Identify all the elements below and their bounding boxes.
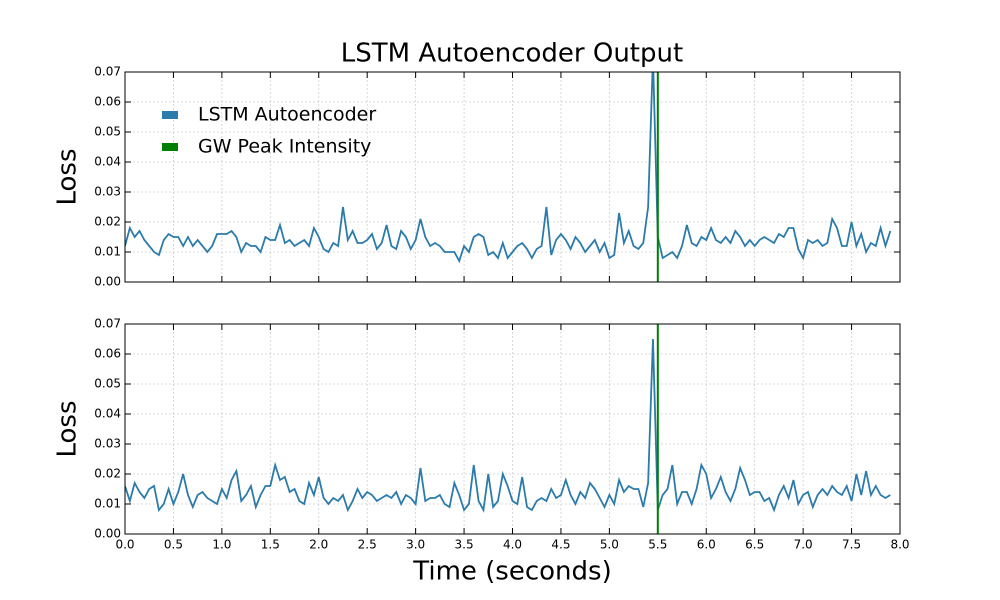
legend-label: LSTM Autoencoder xyxy=(198,104,376,126)
x-tick-label: 0.5 xyxy=(164,538,183,552)
legend-swatch xyxy=(162,111,178,119)
x-tick-label: 5.0 xyxy=(600,538,619,552)
y-tick-label: 0.01 xyxy=(94,245,121,259)
y-tick-label: 0.02 xyxy=(94,215,121,229)
y-tick-label: 0.04 xyxy=(94,155,121,169)
data-line xyxy=(125,72,892,264)
y-axis-label: Loss xyxy=(53,400,83,457)
x-tick-label: 6.0 xyxy=(697,538,716,552)
x-tick-label: 2.0 xyxy=(309,538,328,552)
x-tick-label: 7.0 xyxy=(794,538,813,552)
y-tick-label: 0.02 xyxy=(94,467,121,481)
legend-swatch xyxy=(162,143,178,151)
x-tick-label: 4.5 xyxy=(551,538,570,552)
y-tick-label: 0.01 xyxy=(94,497,121,511)
data-line xyxy=(125,338,891,513)
y-tick-label: 0.05 xyxy=(94,125,121,139)
x-tick-label: 0.0 xyxy=(115,538,134,552)
axes-frame xyxy=(124,323,901,535)
y-tick-label: 0.05 xyxy=(94,377,121,391)
y-tick-label: 0.00 xyxy=(94,527,121,541)
x-tick-label: 3.5 xyxy=(455,538,474,552)
x-tick-label: 2.5 xyxy=(358,538,377,552)
y-tick-label: 0.06 xyxy=(94,347,121,361)
y-axis-label: Loss xyxy=(53,148,83,205)
x-tick-label: 3.0 xyxy=(406,538,425,552)
chart-title: LSTM Autoencoder Output xyxy=(341,39,683,69)
y-tick-label: 0.04 xyxy=(94,407,121,421)
x-tick-label: 6.5 xyxy=(745,538,764,552)
axes-frame xyxy=(124,71,901,283)
y-tick-label: 0.03 xyxy=(94,185,121,199)
x-tick-label: 5.5 xyxy=(648,538,667,552)
x-tick-label: 8.0 xyxy=(890,538,909,552)
y-tick-label: 0.00 xyxy=(94,275,121,289)
x-axis-label: Time (seconds) xyxy=(412,557,611,587)
x-tick-label: 1.5 xyxy=(261,538,280,552)
x-tick-label: 4.0 xyxy=(503,538,522,552)
x-tick-label: 1.0 xyxy=(212,538,231,552)
y-tick-label: 0.07 xyxy=(94,65,121,79)
y-tick-label: 0.07 xyxy=(94,317,121,331)
y-tick-label: 0.03 xyxy=(94,437,121,451)
y-tick-label: 0.06 xyxy=(94,95,121,109)
legend-label: GW Peak Intensity xyxy=(198,136,371,158)
x-tick-label: 7.5 xyxy=(842,538,861,552)
